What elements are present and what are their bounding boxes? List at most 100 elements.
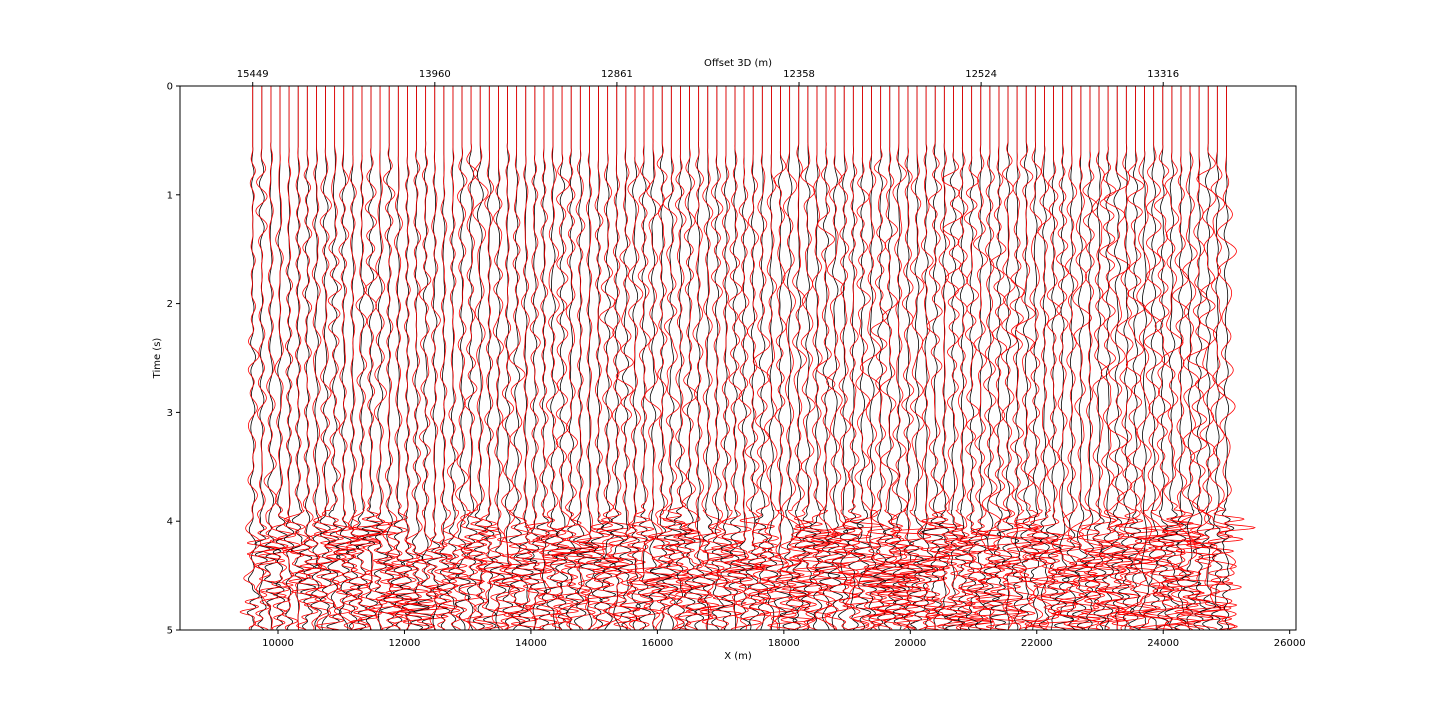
red-trace (936, 86, 982, 630)
red-trace (895, 86, 951, 630)
black-trace (1084, 86, 1096, 630)
black-trace (1011, 86, 1024, 630)
black-trace (917, 86, 934, 630)
black-trace (264, 86, 282, 630)
red-trace (674, 86, 711, 630)
x-tick-label: 18000 (768, 638, 800, 649)
y-tick-label: 5 (167, 626, 173, 637)
black-trace (1101, 86, 1114, 630)
red-trace (413, 86, 453, 630)
black-trace (779, 86, 798, 630)
x-tick-label: 22000 (1021, 638, 1053, 649)
red-trace (710, 86, 765, 630)
red-trace (726, 86, 772, 630)
red-trace (1014, 86, 1059, 630)
top-axis-label: Offset 3D (m) (704, 58, 772, 69)
red-trace (368, 86, 404, 630)
red-trace (1069, 86, 1108, 630)
x-tick-label: 26000 (1274, 638, 1306, 649)
black-trace (827, 86, 844, 630)
black-trace (436, 86, 451, 630)
black-trace (380, 86, 396, 630)
black-trace (570, 86, 593, 630)
black-trace (528, 86, 542, 630)
black-trace (790, 86, 807, 630)
red-trace (1175, 86, 1226, 630)
y-tick-label: 2 (167, 299, 173, 310)
red-trace (996, 86, 1039, 630)
red-trace (833, 86, 892, 630)
red-trace (1034, 86, 1099, 630)
black-trace (1192, 86, 1207, 630)
red-trace (239, 86, 268, 630)
red-trace (957, 86, 1001, 630)
red-trace (880, 86, 938, 630)
red-trace (889, 86, 966, 630)
red-trace (920, 86, 973, 630)
y-tick-label: 0 (167, 82, 173, 93)
top-tick-label: 12358 (783, 69, 815, 80)
top-tick-label: 13960 (419, 69, 451, 80)
red-trace (626, 86, 690, 630)
red-trace (857, 86, 910, 630)
red-trace (729, 86, 774, 630)
black-trace (860, 86, 883, 630)
red-trace (1083, 86, 1128, 630)
black-trace (873, 86, 887, 630)
red-trace (1030, 86, 1101, 630)
red-trace (524, 86, 562, 630)
black-trace (754, 86, 769, 630)
red-trace (477, 86, 519, 630)
red-trace (1185, 86, 1244, 630)
black-trace (921, 86, 944, 630)
red-trace (462, 86, 500, 630)
black-trace (454, 86, 471, 630)
black-trace (937, 86, 953, 630)
x-tick-label: 14000 (515, 638, 547, 649)
black-trace (345, 86, 361, 630)
black-trace (1155, 86, 1170, 630)
red-trace (518, 86, 553, 630)
y-tick-label: 4 (167, 517, 173, 528)
red-trace (603, 86, 646, 630)
top-tick-label: 15449 (237, 69, 269, 80)
red-trace (380, 86, 434, 630)
red-trace (1024, 86, 1063, 630)
red-trace (576, 86, 618, 630)
red-trace (788, 86, 838, 630)
red-trace (620, 86, 651, 630)
red-trace (699, 86, 736, 630)
red-trace (346, 86, 381, 630)
red-trace (753, 86, 792, 630)
red-trace (646, 86, 701, 630)
red-trace (364, 86, 400, 630)
red-trace (923, 86, 993, 630)
black-trace (955, 86, 969, 630)
black-trace (361, 86, 383, 630)
black-trace (283, 86, 295, 630)
red-trace (619, 86, 669, 630)
x-tick-label: 10000 (262, 638, 294, 649)
red-trace (889, 86, 946, 630)
red-trace (299, 86, 341, 630)
red-trace (442, 86, 486, 630)
top-tick-label: 12861 (601, 69, 633, 80)
black-trace (774, 86, 790, 630)
red-trace (1094, 86, 1150, 630)
red-trace (473, 86, 508, 630)
red-trace (1027, 86, 1082, 630)
y-axis-label: Time (s) (152, 338, 163, 380)
red-trace (792, 86, 873, 630)
red-trace (858, 86, 901, 630)
red-trace (700, 86, 747, 630)
red-trace (554, 86, 626, 630)
black-trace (908, 86, 926, 630)
black-trace (801, 86, 818, 630)
x-tick-label: 12000 (389, 638, 421, 649)
red-trace (288, 86, 327, 630)
red-trace (597, 86, 637, 630)
red-trace (550, 86, 614, 630)
red-trace (954, 86, 994, 630)
red-trace (526, 86, 577, 630)
